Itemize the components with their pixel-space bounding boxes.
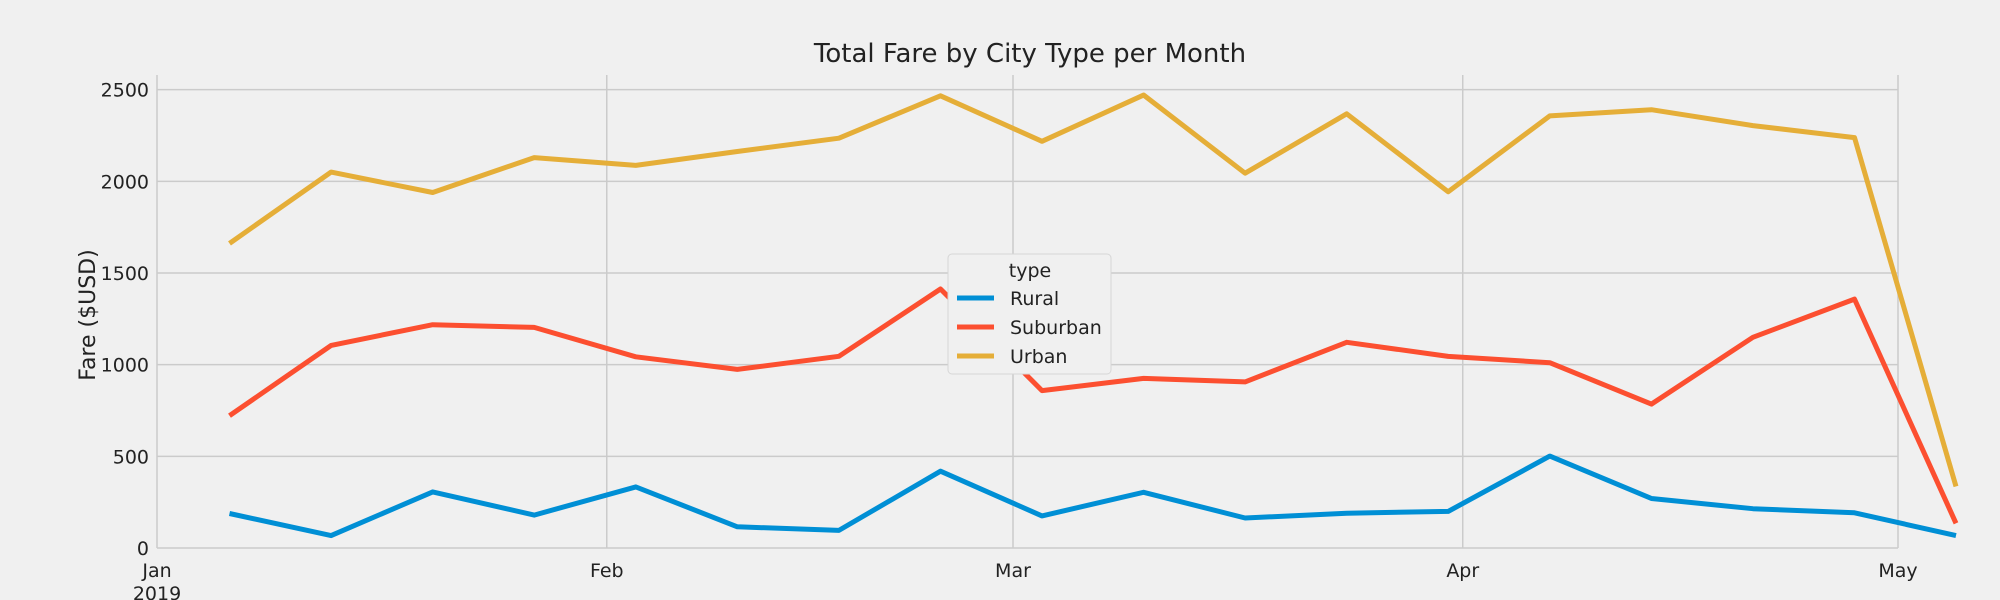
x-tick-label: May: [1878, 560, 1917, 582]
legend-box: [947, 253, 1112, 375]
series-line-suburban: [228, 286, 1959, 525]
y-axis-ticks: 0 500 1000 1500 2000 2500: [101, 80, 149, 560]
series-line-rural: [228, 453, 1957, 539]
x-tick-label: Jan: [141, 560, 171, 582]
legend-label-rural: Rural: [1010, 288, 1059, 310]
x-tick-label: Feb: [590, 560, 624, 582]
x-tick-label: Apr: [1446, 560, 1479, 582]
y-tick-label: 1500: [101, 263, 149, 285]
y-tick-label: 2500: [101, 80, 149, 102]
y-tick-label: 0: [137, 538, 149, 560]
y-axis-label: Fare ($USD): [76, 249, 101, 380]
x-tick-sublabel: 2019: [133, 583, 181, 600]
legend-title: type: [1009, 260, 1051, 282]
series-lines: [228, 92, 1959, 539]
series-line-urban: [228, 92, 1959, 488]
legend-label-urban: Urban: [1010, 346, 1067, 368]
legend-label-suburban: Suburban: [1010, 317, 1102, 339]
y-tick-label: 2000: [101, 171, 149, 193]
y-tick-label: 500: [113, 446, 149, 468]
chart-title: Total Fare by City Type per Month: [813, 39, 1246, 69]
legend: type Rural Suburban Urban: [947, 253, 1112, 375]
y-tick-label: 1000: [101, 355, 149, 377]
x-tick-label: Mar: [995, 560, 1031, 582]
